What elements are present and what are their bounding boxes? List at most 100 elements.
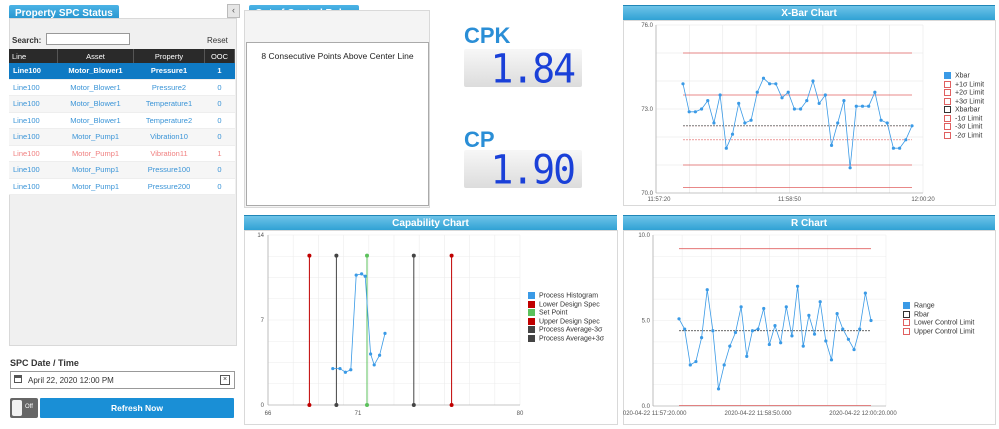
legend-entry[interactable]: Upper Design Spec: [528, 317, 604, 327]
table-row[interactable]: Line100 Motor_Pump1 Pressure100 0: [9, 161, 235, 179]
spec-marker-top: [449, 253, 454, 258]
auto-refresh-toggle[interactable]: Off: [10, 398, 38, 418]
legend-entry[interactable]: Process Average+3σ: [528, 334, 604, 344]
range-point: [716, 387, 721, 391]
column-header-ooc[interactable]: OOC: [204, 49, 235, 63]
x-tick-label: 2020-04-22 12:00:20.000: [829, 411, 897, 417]
cpk-label: CPK: [464, 23, 511, 48]
legend-label: Process Histogram: [539, 292, 599, 300]
table-row[interactable]: Line100 Motor_Pump1 Vibration11 1: [9, 145, 235, 162]
search-input[interactable]: [46, 33, 130, 45]
capability-legend: Process Histogram Lower Design Spec Set Po…: [528, 292, 604, 343]
legend-swatch: [528, 292, 535, 299]
legend-entry[interactable]: Range: [903, 302, 974, 311]
capability-chart-panel: [244, 230, 618, 425]
range-point: [745, 354, 749, 359]
cell-property: Pressure2: [133, 79, 205, 96]
legend-swatch: [944, 72, 951, 79]
cell-line: Line100: [9, 178, 58, 195]
legend-entry[interactable]: Rbar: [903, 310, 974, 320]
legend-label: Upper Design Spec: [539, 317, 600, 325]
xbar-point: [712, 121, 716, 125]
range-point: [801, 344, 805, 348]
legend-entry[interactable]: -3σ Limit: [944, 123, 984, 132]
table-row[interactable]: Line100 Motor_Pump1 Pressure200 0: [9, 178, 235, 195]
cell-ooc: 1: [204, 145, 235, 162]
legend-entry[interactable]: Lower Control Limit: [903, 319, 974, 328]
table-row[interactable]: Line100 Motor_Blower1 Temperature1 0: [9, 95, 235, 113]
y-tick-label: 5.0: [642, 319, 651, 325]
cell-asset: Motor_Blower1: [57, 63, 134, 80]
legend-entry[interactable]: +1σ Limit: [944, 80, 984, 90]
xbar-point: [904, 138, 908, 142]
legend-entry[interactable]: Set Point: [528, 309, 604, 318]
table-row[interactable]: Line100 Motor_Pump1 Vibration10 0: [9, 128, 235, 146]
xbar-point: [780, 96, 784, 100]
y-tick-label: 0.0: [642, 404, 651, 410]
xbar-point: [823, 93, 827, 97]
reset-button[interactable]: Reset: [207, 36, 228, 45]
cell-asset: Motor_Blower1: [57, 112, 134, 129]
y-tick-label: 70.0: [641, 191, 653, 197]
spec-marker-top: [365, 253, 369, 258]
legend-entry[interactable]: -2σ Limit: [944, 131, 984, 141]
column-header-asset[interactable]: Asset: [57, 49, 134, 63]
spec-marker-bottom: [411, 403, 416, 407]
calendar-icon[interactable]: [14, 375, 22, 383]
clear-date-button[interactable]: ×: [220, 375, 230, 385]
status-table: Line Asset Property OOC Line100 Motor_Blo…: [9, 49, 235, 195]
range-point: [750, 329, 755, 333]
xbar-point: [848, 166, 852, 170]
legend-entry[interactable]: Xbarbar: [944, 106, 984, 115]
range-point: [869, 318, 873, 323]
range-point: [728, 344, 732, 348]
xbar-point: [910, 124, 914, 128]
legend-swatch: [944, 131, 951, 139]
range-point: [846, 337, 851, 341]
legend-entry[interactable]: +2σ Limit: [944, 89, 984, 98]
legend-entry[interactable]: Upper Control Limit: [903, 327, 974, 337]
xbar-point: [811, 79, 815, 83]
date-picker[interactable]: April 22, 2020 12:00 PM ×: [10, 371, 235, 389]
column-header-property[interactable]: Property: [133, 49, 205, 63]
range-point: [784, 305, 788, 309]
table-row[interactable]: Line100 Motor_Blower1 Pressure1 1: [9, 63, 235, 80]
cell-ooc: 0: [204, 128, 235, 146]
legend-entry[interactable]: Process Average-3σ: [528, 326, 604, 335]
spec-marker-top: [307, 253, 312, 258]
cell-property: Pressure200: [133, 178, 205, 195]
xbar-point: [693, 110, 697, 114]
legend-entry[interactable]: +3σ Limit: [944, 97, 984, 107]
range-point: [694, 359, 698, 364]
histogram-line: [332, 273, 386, 373]
table-row[interactable]: Line100 Motor_Blower1 Pressure2 0: [9, 79, 235, 96]
legend-entry[interactable]: Lower Design Spec: [528, 300, 604, 310]
y-tick-label: 10.0: [638, 233, 650, 239]
cell-line: Line100: [9, 79, 58, 96]
legend-entry[interactable]: -1σ Limit: [944, 114, 984, 124]
cpk-value: 1.84: [490, 45, 576, 93]
table-row[interactable]: Line100 Motor_Blower1 Temperature2 0: [9, 112, 235, 129]
collapse-button[interactable]: ‹: [227, 4, 240, 18]
range-point: [818, 300, 822, 304]
spc-status-title: Property SPC Status: [9, 5, 119, 22]
x-tick-label: 2020-04-22 11:57:20.000: [623, 411, 687, 417]
range-point: [812, 332, 817, 336]
capability-chart: 14 7 066 71 80: [257, 233, 524, 417]
x-tick-label: 66: [265, 411, 272, 417]
legend-swatch: [944, 106, 951, 113]
range-point: [722, 363, 726, 367]
x-tick-label: 71: [355, 411, 362, 417]
rules-list: 8 Consecutive Points Above Center Line: [246, 42, 429, 206]
legend-entry[interactable]: Process Histogram: [528, 292, 604, 301]
spec-marker-bottom: [307, 403, 312, 407]
xbar-point: [730, 132, 735, 136]
column-header-line[interactable]: Line: [9, 49, 58, 63]
y-tick-label: 7: [261, 318, 265, 324]
legend-entry[interactable]: Xbar: [944, 72, 984, 81]
cp-label: CP: [464, 127, 495, 152]
cp-value: 1.90: [490, 146, 576, 194]
histogram-point: [363, 274, 367, 278]
refresh-now-button[interactable]: Refresh Now: [40, 398, 234, 418]
cell-line: Line100: [9, 63, 58, 80]
